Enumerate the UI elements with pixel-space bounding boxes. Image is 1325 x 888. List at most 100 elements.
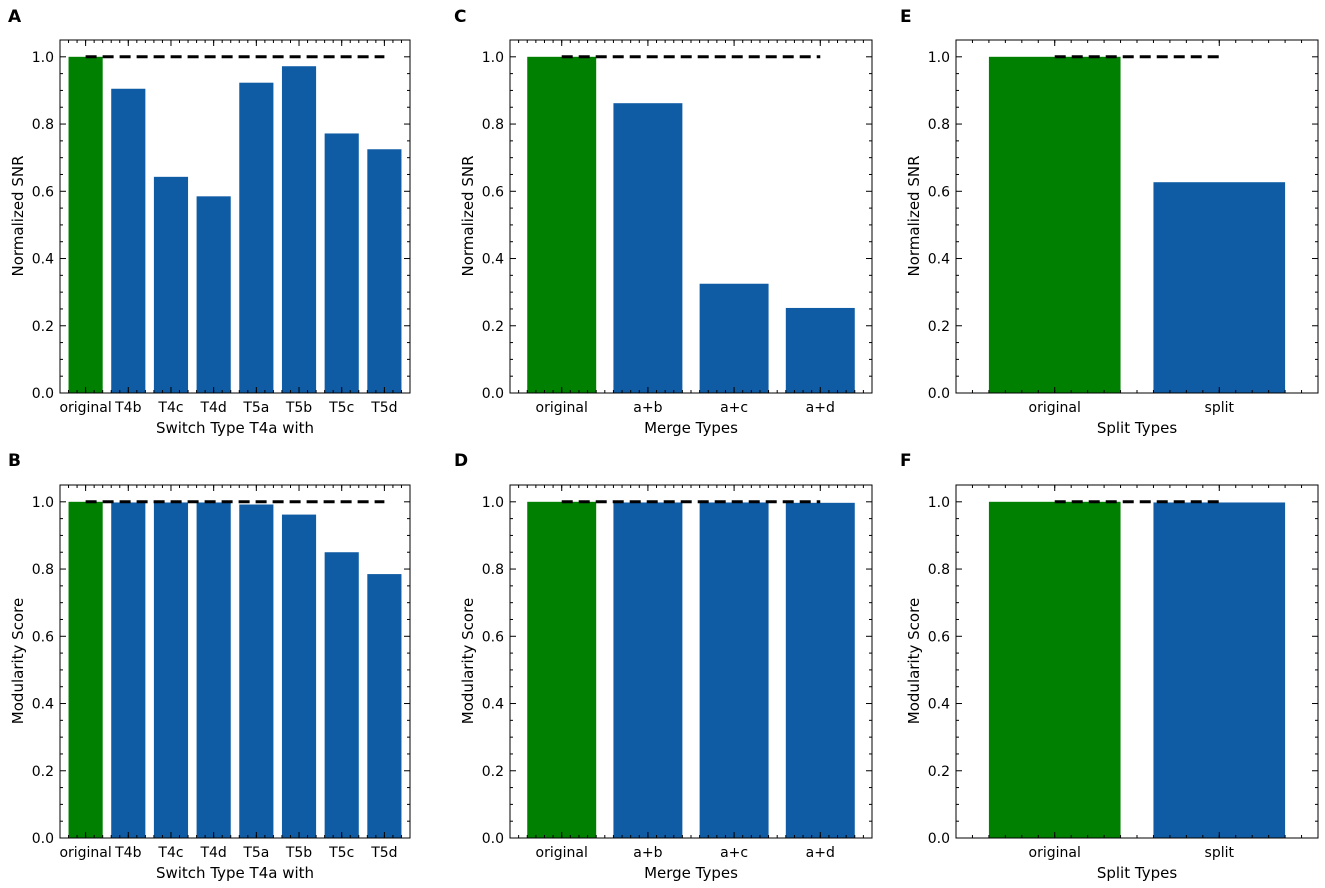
bar-a+d [785, 502, 855, 838]
x-tick-label-T4c: T4c [157, 400, 183, 416]
bar-T5b [281, 66, 317, 394]
x-tick-label-original: original [1029, 845, 1081, 861]
bar-T5b [281, 514, 317, 838]
y-tick-label: 1.0 [32, 50, 54, 66]
panel-d: 0.0 0.2 0.4 0.6 0.8 1.0 original a+b a+c a+d Merge… [454, 451, 873, 882]
bar-a+b [613, 103, 683, 394]
y-tick-label: 0.4 [482, 252, 504, 268]
x-tick-label-T5c: T5c [328, 400, 354, 416]
y-axis-label: Modularity Score [9, 598, 27, 724]
panel-letter: C [454, 7, 466, 27]
panel-f: 0.0 0.2 0.4 0.6 0.8 1.0 original split Split Typ… [900, 451, 1319, 882]
bar-a+c [699, 283, 769, 393]
bar-T4d [196, 502, 231, 838]
x-tick-label-original: original [536, 845, 588, 861]
x-tick-label-a+d: a+d [806, 400, 835, 416]
panel-letter: B [8, 451, 21, 471]
x-tick-label-a+b: a+b [633, 845, 662, 861]
x-tick-label-T5a: T5a [242, 845, 269, 861]
panel-e: 0.0 0.2 0.4 0.6 0.8 1.0 original split Split Typ… [900, 7, 1319, 437]
y-tick-label: 0.2 [32, 764, 54, 780]
y-tick-label: 0.8 [32, 562, 54, 578]
x-tick-label-T4b: T4b [114, 400, 141, 416]
x-axis-label: Split Types [1097, 419, 1177, 437]
y-tick-label: 1.0 [482, 495, 504, 511]
bar-original [68, 501, 103, 838]
x-axis-label: Merge Types [644, 419, 738, 437]
bar-original [527, 501, 597, 838]
bar-a+b [613, 502, 683, 838]
bar-T5c [324, 552, 359, 838]
panel-a: 0.0 0.2 0.4 0.6 0.8 1.0 original T4b T4c T4d T5a T5… [8, 7, 411, 437]
y-tick-label: 0.0 [928, 831, 950, 847]
y-tick-label: 1.0 [482, 50, 504, 66]
y-tick-label: 0.6 [32, 629, 54, 645]
y-tick-label: 0.6 [928, 184, 950, 200]
y-tick-label: 0.8 [32, 117, 54, 133]
y-axis-label: Normalized SNR [459, 156, 477, 277]
x-tick-label-a+c: a+c [720, 400, 748, 416]
x-axis-label: Switch Type T4a with [156, 419, 314, 437]
x-tick-label-T5d: T5d [370, 845, 397, 861]
axes-frame [59, 39, 411, 394]
x-tick-label-T4d: T4d [199, 400, 226, 416]
bar-split [1153, 502, 1286, 838]
x-tick-label-T4d: T4d [199, 845, 226, 861]
y-tick-label: 0.6 [482, 184, 504, 200]
bar-a+d [785, 307, 855, 393]
x-tick-label-T5a: T5a [242, 400, 269, 416]
panel-c: 0.0 0.2 0.4 0.6 0.8 1.0 original a+b a+c a+d Merge… [454, 7, 873, 437]
bar-T5d [367, 149, 402, 393]
y-tick-label: 0.8 [928, 562, 950, 578]
y-tick-label: 0.0 [482, 831, 504, 847]
y-tick-label: 0.8 [482, 117, 504, 133]
bar-T4c [153, 176, 189, 393]
panel-letter: A [8, 7, 22, 27]
bar-T5a [239, 82, 274, 393]
bar-original [68, 56, 103, 394]
y-tick-label: 1.0 [928, 495, 950, 511]
x-tick-label-T5d: T5d [370, 400, 397, 416]
bar-original [988, 501, 1121, 838]
panel-b: 0.0 0.2 0.4 0.6 0.8 1.0 original T4b T4c T4d T5a T5… [8, 451, 411, 882]
x-tick-label-a+c: a+c [720, 845, 748, 861]
y-axis-label: Normalized SNR [905, 156, 923, 277]
bar-T4d [196, 196, 231, 393]
x-tick-label-T5c: T5c [328, 845, 354, 861]
x-tick-label-a+d: a+d [806, 845, 835, 861]
bar-T5c [324, 133, 359, 394]
y-tick-label: 1.0 [928, 50, 950, 66]
y-tick-label: 0.0 [32, 831, 54, 847]
y-tick-label: 0.6 [928, 629, 950, 645]
y-tick-label: 0.2 [928, 319, 950, 335]
x-axis-label: Split Types [1097, 864, 1177, 882]
x-axis-label: Merge Types [644, 864, 738, 882]
y-tick-label: 0.4 [482, 697, 504, 713]
y-tick-label: 0.0 [482, 386, 504, 402]
y-tick-label: 0.6 [32, 184, 54, 200]
y-tick-label: 0.8 [482, 562, 504, 578]
x-axis-label: Switch Type T4a with [156, 864, 314, 882]
y-tick-label: 0.4 [32, 252, 54, 268]
x-tick-label-T5b: T5b [285, 845, 312, 861]
y-tick-label: 0.4 [32, 697, 54, 713]
panel-letter: F [900, 451, 912, 471]
axes-frame [59, 484, 411, 839]
y-tick-label: 0.0 [928, 386, 950, 402]
y-tick-label: 0.4 [928, 252, 950, 268]
y-tick-label: 1.0 [32, 495, 54, 511]
x-tick-label-original: original [536, 400, 588, 416]
y-tick-label: 0.2 [32, 319, 54, 335]
x-tick-label-split: split [1205, 400, 1235, 416]
x-tick-label-T5b: T5b [285, 400, 312, 416]
x-tick-label-original: original [1029, 400, 1081, 416]
bar-T5d [367, 574, 402, 838]
x-tick-label-split: split [1205, 845, 1235, 861]
panel-letter: E [900, 7, 912, 27]
bar-original [988, 56, 1121, 394]
y-tick-label: 0.8 [928, 117, 950, 133]
bar-T4b [111, 502, 146, 838]
y-axis-label: Normalized SNR [9, 156, 27, 277]
bar-original [527, 56, 597, 394]
